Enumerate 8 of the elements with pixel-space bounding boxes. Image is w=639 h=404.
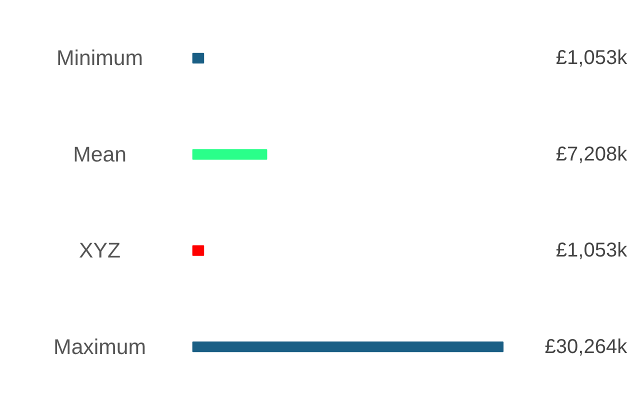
y-tick-label: Mean: [73, 142, 126, 166]
y-tick-label: Minimum: [56, 46, 144, 70]
data-label: £7,208k: [556, 143, 628, 166]
data-label: £30,264k: [544, 336, 628, 358]
data-label: £1,053k: [556, 47, 628, 70]
y-tick-label: XYZ: [79, 238, 121, 263]
data-label: £1,053k: [556, 240, 628, 262]
y-tick-label: Maximum: [54, 334, 146, 359]
